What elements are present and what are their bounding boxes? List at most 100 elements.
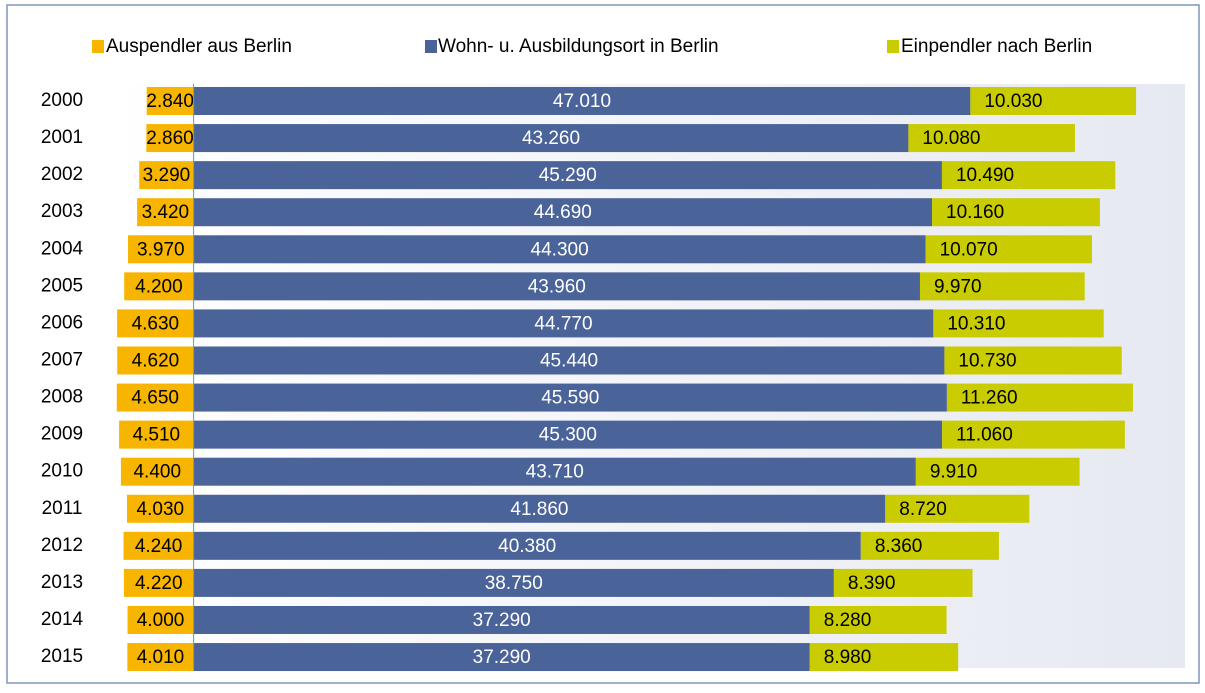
y-tick-label: 2015 [41, 646, 83, 667]
data-label: 2.840 [146, 91, 194, 112]
bar-segment [941, 161, 1116, 190]
y-tick-label: 2002 [41, 164, 83, 185]
bar-segment [139, 161, 194, 190]
data-label: 38.750 [485, 573, 543, 594]
bar-segment [933, 309, 1104, 338]
data-label: 47.010 [553, 91, 611, 112]
y-tick-label: 2014 [41, 609, 84, 630]
data-label: 4.240 [135, 536, 183, 557]
bar-segment [860, 531, 999, 560]
y-tick-label: 2004 [41, 238, 84, 259]
data-label: 4.010 [137, 647, 185, 668]
bar-segment [833, 568, 973, 597]
data-label: 4.650 [131, 388, 179, 409]
bar-segment [117, 309, 194, 338]
bar-segment [946, 383, 1133, 412]
bar-segment [193, 161, 942, 190]
bar-segment [193, 198, 933, 227]
data-label: 45.300 [539, 425, 597, 446]
data-label: 44.770 [534, 313, 592, 334]
bar-segment [944, 346, 1122, 375]
y-tick-label: 2009 [41, 424, 83, 445]
y-tick-label: 2008 [41, 387, 83, 408]
bar-segment [127, 605, 194, 634]
data-label: 45.290 [539, 165, 597, 186]
bar-segment [119, 420, 194, 449]
data-label: 4.030 [137, 499, 185, 520]
bar-segment [919, 272, 1085, 301]
data-label: 44.300 [531, 239, 589, 260]
bar-segment [193, 346, 945, 375]
bar-segment [908, 124, 1075, 153]
y-tick-label: 2003 [41, 201, 83, 222]
data-label: 10.730 [958, 351, 1016, 372]
bar-segment [128, 235, 194, 264]
bar-segment [915, 457, 1080, 486]
data-label: 3.290 [143, 165, 191, 186]
data-label: 45.590 [541, 388, 599, 409]
data-label: 45.440 [540, 351, 598, 372]
bar-segment [809, 643, 959, 672]
bar-segment [123, 568, 194, 597]
bar-segment [193, 87, 971, 115]
bar-segment [120, 457, 194, 486]
data-label: 8.390 [848, 573, 896, 594]
data-label: 8.720 [899, 499, 947, 520]
bar-segment [127, 643, 194, 672]
bar-segment [193, 420, 943, 449]
data-label: 4.620 [132, 351, 180, 372]
bar-segment [932, 198, 1100, 227]
bar-segment [942, 420, 1125, 449]
data-label: 8.980 [824, 647, 872, 668]
data-label: 37.290 [473, 647, 531, 668]
bar-segment [127, 494, 194, 523]
data-label: 10.080 [922, 128, 980, 149]
legend-swatch [92, 40, 104, 53]
bar-segment [193, 272, 920, 301]
bar-segment [124, 272, 194, 301]
data-label: 10.490 [956, 165, 1014, 186]
bar-segment [117, 346, 194, 375]
y-tick-label: 2013 [41, 572, 83, 593]
data-label: 40.380 [498, 536, 556, 557]
bar-segment [885, 494, 1030, 523]
legend-swatch [887, 40, 899, 53]
legend-label: Auspendler aus Berlin [106, 36, 292, 57]
y-tick-label: 2007 [41, 350, 83, 371]
data-label: 43.710 [526, 462, 584, 483]
data-label: 3.420 [142, 202, 190, 223]
data-label: 10.160 [946, 202, 1004, 223]
bar-segment [193, 494, 886, 523]
bar-segment [137, 198, 194, 227]
data-label: 9.970 [934, 276, 982, 297]
bar-segment [193, 605, 810, 634]
data-label: 4.000 [137, 610, 185, 631]
data-label: 4.630 [132, 313, 180, 334]
bar-segment [193, 309, 934, 338]
data-label: 43.960 [528, 276, 586, 297]
data-label: 37.290 [473, 610, 531, 631]
bar-segment [146, 87, 194, 115]
y-tick-label: 2005 [41, 275, 83, 296]
data-label: 10.070 [940, 239, 998, 260]
bar-segment [193, 235, 926, 264]
bar-segment [193, 457, 916, 486]
data-label: 4.220 [135, 573, 183, 594]
y-tick-label: 2006 [41, 312, 83, 333]
bar-segment [193, 643, 810, 672]
data-label: 11.060 [956, 425, 1013, 446]
bar-segment [809, 605, 947, 634]
data-label: 10.030 [984, 91, 1042, 112]
data-label: 9.910 [930, 462, 978, 483]
legend-swatch [425, 40, 437, 53]
bar-segment [146, 124, 194, 153]
data-label: 3.970 [137, 239, 185, 260]
bar-segment [193, 531, 861, 560]
data-label: 4.510 [133, 425, 181, 446]
data-label: 8.280 [824, 610, 872, 631]
bar-segment [123, 531, 194, 560]
y-tick-label: 2011 [42, 498, 83, 519]
y-tick-label: 2000 [41, 90, 83, 111]
y-tick-label: 2012 [41, 535, 83, 556]
